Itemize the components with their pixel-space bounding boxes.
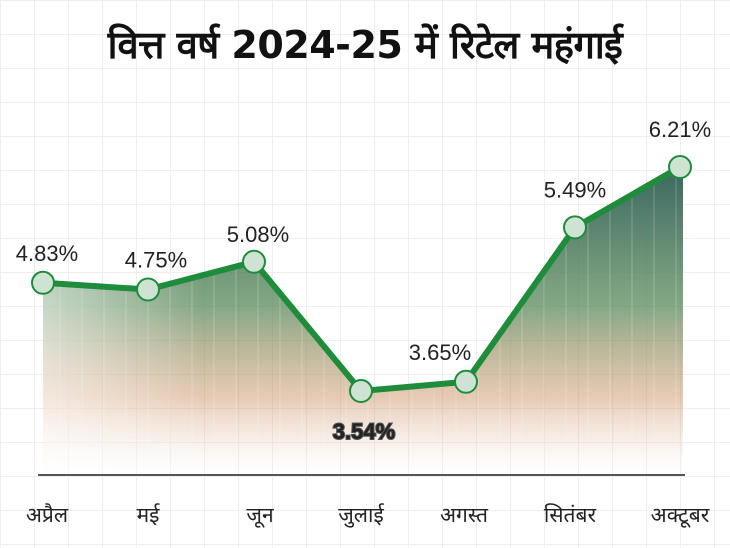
area-fade — [43, 167, 683, 475]
data-label: 3.54% — [333, 419, 395, 444]
data-label: 4.83% — [16, 241, 78, 266]
data-point — [349, 379, 373, 404]
data-label: 3.65% — [409, 340, 471, 365]
x-tick-label: सितंबर — [544, 503, 597, 527]
data-point — [31, 270, 55, 295]
x-tick-label: अक्टूबर — [651, 503, 710, 528]
chart-title: वित्त वर्ष 2024-25 में रिटेल महंगाई — [107, 23, 623, 67]
x-tick-label: जुलाई — [338, 503, 385, 528]
data-point — [136, 277, 160, 302]
data-label: 5.49% — [544, 177, 606, 202]
x-tick-label: अगस्त — [440, 503, 489, 527]
x-tick-label: जून — [246, 503, 274, 528]
data-point — [242, 249, 266, 274]
x-tick-label: अप्रैल — [26, 503, 69, 527]
data-label: 5.08% — [227, 222, 289, 247]
data-label: 4.75% — [125, 247, 187, 272]
data-label: 6.21% — [649, 117, 711, 142]
data-point — [668, 155, 692, 179]
x-tick-label: मई — [137, 503, 161, 527]
data-point — [563, 215, 587, 240]
data-point — [454, 369, 478, 394]
